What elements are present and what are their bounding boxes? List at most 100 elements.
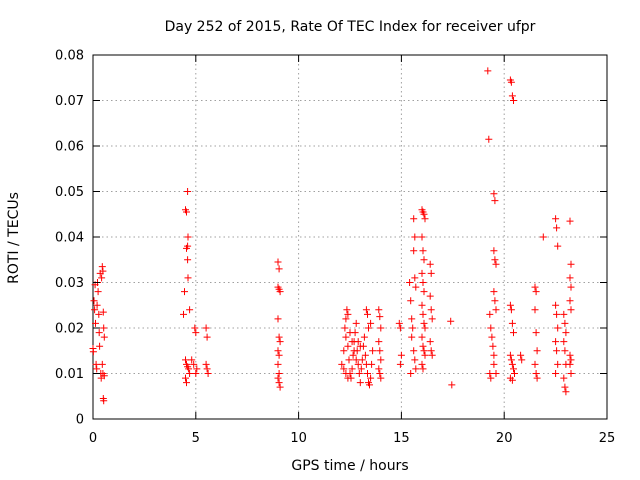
y-tick-label: 0.04 — [55, 231, 84, 246]
y-tick-label: 0.06 — [55, 140, 84, 155]
axis-ticks: 0 0.01 0.02 0.03 0.04 0.05 0.06 0.07 0.08 0 5 10 15 2… — [55, 49, 615, 447]
data-point — [275, 265, 283, 273]
data-point — [567, 283, 575, 291]
data-point — [356, 342, 364, 350]
data-point — [191, 324, 199, 332]
data-point — [484, 67, 492, 75]
data-point — [95, 310, 103, 318]
y-tick-label: 0.01 — [55, 367, 84, 382]
x-tick-label: 5 — [192, 431, 200, 446]
data-point — [276, 288, 284, 296]
data-point — [421, 324, 429, 332]
data-point — [367, 319, 375, 327]
data-point — [377, 356, 385, 364]
data-point — [427, 347, 435, 355]
data-point — [560, 310, 568, 318]
data-point — [410, 347, 418, 355]
data-point — [274, 360, 282, 368]
data-point — [410, 215, 418, 223]
data-point — [342, 315, 350, 323]
data-point — [566, 274, 574, 282]
data-point — [342, 370, 350, 377]
data-point — [562, 329, 570, 337]
data-point — [100, 333, 108, 341]
y-axis-label: ROTI / TECUs — [6, 192, 22, 284]
data-point — [203, 365, 211, 373]
data-point — [490, 351, 498, 359]
data-point — [426, 292, 434, 300]
data-point — [407, 370, 415, 377]
data-point — [554, 242, 562, 250]
data-point — [566, 351, 574, 359]
data-point — [181, 288, 188, 296]
x-tick-label: 20 — [496, 431, 513, 446]
data-point — [344, 374, 352, 382]
data-point — [376, 347, 384, 355]
data-point — [276, 338, 284, 346]
data-point — [448, 381, 456, 389]
data-point — [99, 308, 107, 316]
data-point — [203, 333, 211, 341]
data-point — [532, 370, 540, 377]
data-point — [90, 297, 98, 305]
data-point — [190, 360, 198, 368]
data-point — [364, 370, 371, 377]
data-point — [276, 383, 284, 391]
data-point — [193, 365, 201, 373]
data-point — [186, 306, 194, 314]
data-point — [552, 370, 560, 377]
data-point — [274, 315, 282, 323]
x-tick-label: 15 — [393, 431, 410, 446]
data-point — [412, 365, 420, 373]
y-tick-label: 0.02 — [55, 322, 84, 337]
data-point — [552, 301, 560, 309]
data-point — [507, 78, 515, 86]
y-tick-label: 0.05 — [55, 185, 84, 200]
data-point — [518, 356, 526, 364]
data-point — [338, 360, 346, 368]
y-tick-label: 0 — [76, 413, 84, 428]
data-point — [377, 324, 385, 332]
x-axis-label: GPS time / hours — [291, 458, 408, 474]
data-point — [192, 329, 200, 337]
data-point — [420, 347, 428, 355]
data-point — [567, 306, 575, 314]
data-point — [395, 319, 403, 327]
data-point — [553, 224, 561, 232]
data-point — [533, 347, 541, 355]
data-point — [98, 274, 106, 282]
data-point — [183, 208, 190, 216]
data-point — [352, 319, 360, 327]
data-point — [427, 269, 435, 277]
data-point — [95, 329, 103, 337]
data-point — [375, 365, 383, 373]
data-point — [492, 260, 500, 268]
data-point — [364, 310, 371, 318]
data-point — [532, 288, 540, 296]
data-point — [368, 360, 376, 368]
data-point — [375, 306, 383, 314]
data-point — [343, 306, 351, 314]
data-point — [411, 356, 419, 364]
data-point — [506, 301, 514, 309]
data-point — [185, 365, 193, 373]
grid — [93, 55, 607, 419]
data-point — [180, 310, 187, 318]
data-point — [100, 397, 108, 405]
data-point — [275, 379, 283, 387]
data-point — [358, 356, 366, 364]
data-point — [447, 317, 455, 325]
data-point — [377, 374, 385, 382]
data-point — [487, 324, 495, 332]
data-point — [340, 347, 348, 355]
data-point — [510, 97, 517, 104]
data-point — [421, 215, 429, 223]
data-point — [184, 233, 192, 241]
data-point — [352, 356, 360, 364]
data-point — [420, 288, 428, 296]
data-point — [96, 342, 104, 350]
data-point — [490, 288, 498, 296]
data-point — [539, 233, 547, 241]
data-point — [552, 215, 560, 223]
